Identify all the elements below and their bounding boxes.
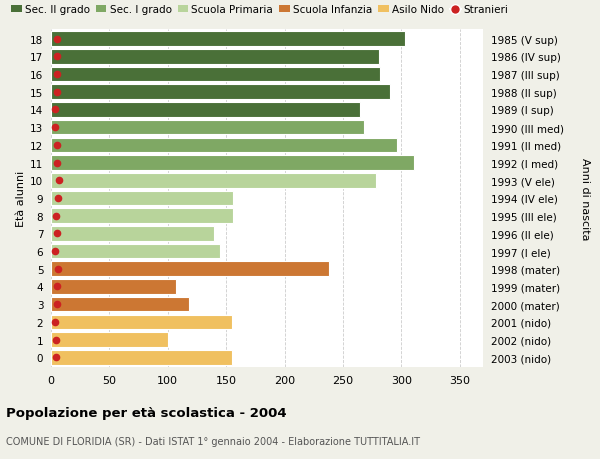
Bar	[51, 103, 361, 118]
Bar	[51, 333, 168, 347]
Bar	[51, 85, 389, 100]
Legend: Sec. II grado, Sec. I grado, Scuola Primaria, Scuola Infanzia, Asilo Nido, Stran: Sec. II grado, Sec. I grado, Scuola Prim…	[11, 5, 509, 15]
Bar	[51, 138, 397, 153]
Bar	[51, 315, 232, 330]
Y-axis label: Anni di nascita: Anni di nascita	[580, 157, 590, 240]
Bar	[51, 156, 414, 170]
Bar	[51, 262, 329, 276]
Bar	[51, 209, 233, 224]
Bar	[51, 50, 379, 64]
Bar	[51, 280, 176, 294]
Y-axis label: Età alunni: Età alunni	[16, 170, 26, 227]
Bar	[51, 191, 233, 206]
Bar	[51, 174, 376, 188]
Bar	[51, 32, 405, 47]
Bar	[51, 227, 214, 241]
Text: Popolazione per età scolastica - 2004: Popolazione per età scolastica - 2004	[6, 406, 287, 419]
Bar	[51, 350, 232, 365]
Bar	[51, 121, 364, 135]
Bar	[51, 297, 189, 312]
Text: COMUNE DI FLORIDIA (SR) - Dati ISTAT 1° gennaio 2004 - Elaborazione TUTTITALIA.I: COMUNE DI FLORIDIA (SR) - Dati ISTAT 1° …	[6, 436, 420, 446]
Bar	[51, 244, 220, 259]
Bar	[51, 67, 380, 82]
